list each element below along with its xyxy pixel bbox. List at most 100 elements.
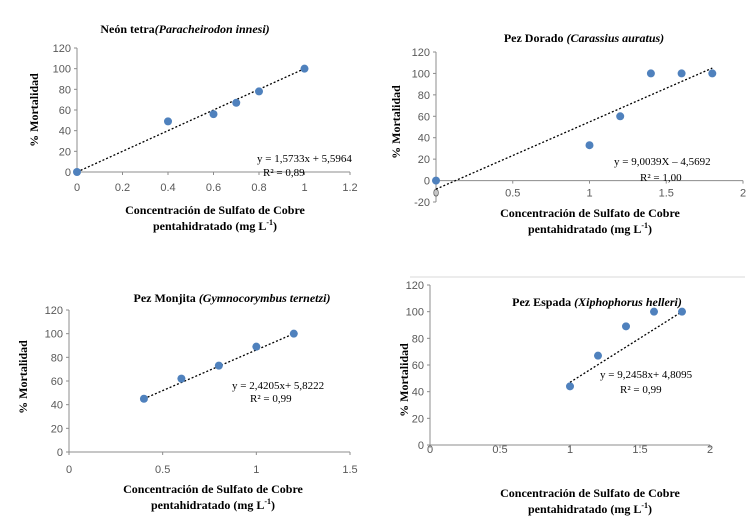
y-tick-label: 80 xyxy=(412,333,424,345)
y-tick-label: 40 xyxy=(59,126,71,138)
chart-title-species: (Xiphophorus helleri) xyxy=(574,295,682,309)
y-tick-label: 100 xyxy=(45,329,63,341)
x-tick-label: 0 xyxy=(74,182,80,194)
data-point xyxy=(289,329,298,338)
x-tick-label: 0 xyxy=(66,464,72,476)
x-tick-label: 1 xyxy=(301,182,307,194)
r-squared-label: R² = 0,89 xyxy=(263,167,305,179)
y-axis-label: % Mortalidad xyxy=(16,340,30,414)
x-axis-label-line2: pentahidratado (mg L-1) xyxy=(151,497,275,512)
data-point xyxy=(708,69,717,78)
x-tick-label: 0.8 xyxy=(251,182,266,194)
x-tick-label: 0.2 xyxy=(115,182,130,194)
x-tick-label: 0.5 xyxy=(155,464,170,476)
data-point xyxy=(566,382,574,391)
data-point xyxy=(255,87,263,96)
y-tick-label: 120 xyxy=(406,280,424,292)
y-tick-label: 80 xyxy=(418,90,430,102)
y-axis-label: % Mortalidad xyxy=(27,73,41,147)
x-axis-label-unit: pentahidratado (mg L xyxy=(153,219,266,233)
y-tick-label: 120 xyxy=(412,47,430,59)
y-tick-label: 0 xyxy=(424,176,430,188)
chart-title: Pez Espada (Xiphophorus helleri) xyxy=(512,295,682,309)
data-point xyxy=(594,351,602,360)
x-tick-label: 1 xyxy=(567,444,573,456)
y-tick-label: 0 xyxy=(57,447,63,459)
x-axis-label-line1: Concentración de Sulfato de Cobre xyxy=(125,203,305,217)
x-axis-label-line1: Concentración de Sulfato de Cobre xyxy=(500,486,680,500)
chart-panel-1: 0 20 40 60 80 100 120 0 0.2 0.4 0.6 0.8 1 1.2 Neón tet… xyxy=(27,22,358,233)
data-point xyxy=(678,307,686,316)
y-tick-label: 100 xyxy=(406,307,424,319)
x-axis-label-exponent: -1 xyxy=(641,221,648,230)
data-point xyxy=(650,307,658,316)
x-axis-label-close: ) xyxy=(271,498,275,512)
x-tick-label: 1 xyxy=(586,188,592,200)
chart-title-main: Neón tetra xyxy=(100,22,154,36)
x-axis-label-line2: pentahidratado (mg L-1) xyxy=(528,221,652,236)
trendline-equation: y = 1,5733x + 5,5964 xyxy=(257,153,352,165)
trendline-equation: y = 9,0039X – 4,5692 xyxy=(614,156,711,168)
r-squared-label: R² = 1,00 xyxy=(640,172,682,184)
chart-title: Pez Dorado (Carassius auratus) xyxy=(504,31,664,45)
y-tick-label: 20 xyxy=(59,146,71,158)
chart-title-species: (Gymnocorymbus ternetzi) xyxy=(199,291,331,305)
y-axis-label: % Mortalidad xyxy=(397,343,411,417)
y-tick-label: 40 xyxy=(412,387,424,399)
data-point xyxy=(177,374,186,383)
chart-title-species: (Paracheirodon innesi) xyxy=(155,22,270,36)
chart-title-species: (Carassius auratus) xyxy=(566,31,664,45)
x-axis-label-close: ) xyxy=(273,219,277,233)
x-axis-label-line2: pentahidratado (mg L-1) xyxy=(528,501,652,516)
x-axis-label-exponent: -1 xyxy=(264,497,271,506)
trendline-equation: y = 2,4205x+ 5,8222 xyxy=(232,380,324,392)
chart-title-main: Pez Monjita xyxy=(134,291,199,305)
data-point xyxy=(677,69,686,78)
data-point xyxy=(622,322,630,331)
data-point xyxy=(585,141,594,150)
x-tick-label: 1.5 xyxy=(659,188,674,200)
y-tick-label: 60 xyxy=(412,360,424,372)
x-axis-label-unit: pentahidratado (mg L xyxy=(151,498,264,512)
y-tick-label: 100 xyxy=(53,64,71,76)
trendline xyxy=(76,68,305,173)
x-tick-label: 0.4 xyxy=(160,182,175,194)
data-point xyxy=(432,176,440,185)
r-squared-label: R² = 0,99 xyxy=(250,393,292,405)
x-tick-label: 0.5 xyxy=(492,444,507,456)
x-tick-label: 0.5 xyxy=(505,188,520,200)
y-tick-label: 20 xyxy=(412,413,424,425)
x-axis-label-exponent: -1 xyxy=(641,501,648,510)
y-tick-label: 0 xyxy=(418,440,424,452)
y-tick-label: 80 xyxy=(51,352,63,364)
x-axis-label-unit: pentahidratado (mg L xyxy=(528,222,641,236)
data-point xyxy=(646,69,655,78)
x-tick-label: 1 xyxy=(253,464,259,476)
y-tick-label: 120 xyxy=(53,43,71,55)
x-axis-label-unit: pentahidratado (mg L xyxy=(528,502,641,516)
chart-panel-3: 0 20 40 60 80 100 120 0 0.5 1 1.5 Pez Monjita (Gymn… xyxy=(16,291,358,512)
x-tick-label: 1.5 xyxy=(632,444,647,456)
x-axis-label-close: ) xyxy=(648,502,652,516)
x-tick-label: 1.2 xyxy=(342,182,357,194)
data-point xyxy=(616,112,625,121)
x-tick-label: 0 xyxy=(427,444,433,456)
x-tick-label: 1.5 xyxy=(342,464,357,476)
y-tick-label: -20 xyxy=(414,197,430,209)
data-point xyxy=(214,361,223,370)
x-axis-label-line1: Concentración de Sulfato de Cobre xyxy=(500,206,680,220)
y-tick-label: 120 xyxy=(45,305,63,317)
data-point xyxy=(139,394,148,403)
y-tick-label: 20 xyxy=(418,154,430,166)
chart-title: Pez Monjita (Gymnocorymbus ternetzi) xyxy=(134,291,331,305)
x-axis-label-exponent: -1 xyxy=(266,218,273,227)
x-axis-label-close: ) xyxy=(648,222,652,236)
chart-title: Neón tetra(Paracheirodon innesi) xyxy=(100,22,269,36)
chart-panel-4: 0 20 40 60 80 100 120 0 0.5 1 1.5 2 Pez Espada (Xiph… xyxy=(397,276,745,516)
x-tick-label: 2 xyxy=(707,444,713,456)
y-tick-label: 40 xyxy=(51,400,63,412)
x-tick-label: 0 xyxy=(433,188,439,200)
data-point xyxy=(73,168,81,176)
y-tick-label: 40 xyxy=(418,133,430,145)
